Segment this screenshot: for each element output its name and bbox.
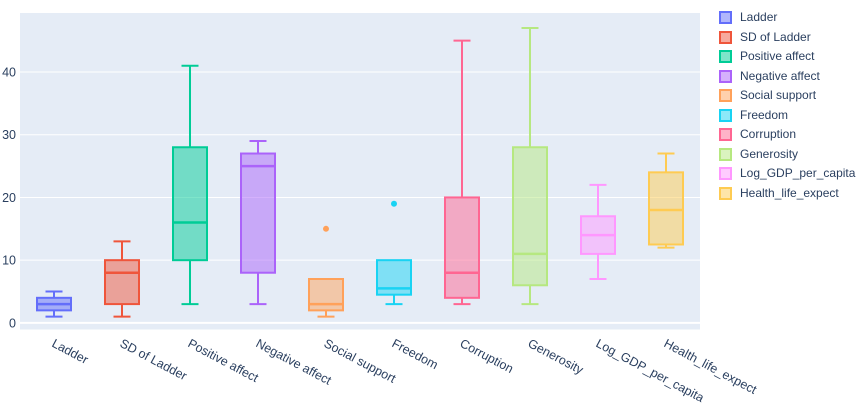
legend-item-ladder[interactable]: Ladder: [719, 11, 855, 24]
outlier-dot: [323, 225, 329, 232]
outlier-dot: [391, 200, 397, 207]
legend-swatch-ladder: [719, 11, 732, 24]
box-rect: [648, 171, 684, 246]
legend-swatch-sd-of-ladder: [719, 30, 732, 44]
y-tick-label-30: 30: [2, 128, 16, 142]
legend-label-sd-of-ladder: SD of Ladder: [740, 29, 811, 44]
legend-swatch-generosity: [719, 147, 732, 161]
box-rect: [104, 259, 140, 306]
box-rect: [308, 277, 344, 312]
legend-item-generosity[interactable]: Generosity: [719, 146, 855, 161]
box-group-social-support: [308, 225, 344, 318]
legend-swatch-positive-affect: [719, 50, 732, 63]
x-tick-label-social-support: Social support: [322, 336, 399, 386]
legend-label-corruption: Corruption: [740, 127, 797, 141]
y-tick-label-0: 0: [9, 316, 16, 330]
y-tick-label-40: 40: [2, 65, 16, 79]
legend-item-health-life-expect[interactable]: Health_life_expect: [719, 185, 855, 200]
box-group-freedom: [376, 200, 412, 306]
legend-swatch-social-support: [719, 89, 732, 102]
legend-label-positive-affect: Positive affect: [740, 49, 815, 63]
legend-label-social-support: Social support: [740, 88, 817, 102]
box-group-log-gdp-per-capita: [580, 183, 616, 280]
legend-swatch-freedom: [719, 108, 732, 122]
legend-item-corruption[interactable]: Corruption: [719, 128, 855, 141]
x-tick-label-negative-affect: Negative affect: [254, 336, 334, 388]
x-tick-label-freedom: Freedom: [390, 336, 441, 372]
legend-item-positive-affect[interactable]: Positive affect: [719, 50, 855, 63]
y-tick-label-20: 20: [2, 191, 16, 205]
box-rect: [172, 146, 208, 262]
box-group-positive-affect: [172, 64, 208, 306]
box-group-health-life-expect: [648, 152, 684, 249]
legend-item-freedom[interactable]: Freedom: [719, 107, 855, 122]
legend-item-negative-affect[interactable]: Negative affect: [719, 68, 855, 83]
legend-label-generosity: Generosity: [740, 146, 799, 161]
legend-label-freedom: Freedom: [740, 107, 789, 122]
legend-label-log-gdp-per-capita: Log_GDP_per_capita: [740, 166, 856, 180]
box-group-generosity: [512, 27, 548, 306]
legend-item-social-support[interactable]: Social support: [719, 89, 855, 102]
legend-swatch-health-life-expect: [719, 186, 732, 200]
legend-item-sd-of-ladder[interactable]: SD of Ladder: [719, 29, 855, 44]
legend-label-ladder: Ladder: [740, 10, 778, 24]
legend-swatch-negative-affect: [719, 69, 732, 83]
x-tick-label-ladder: Ladder: [50, 336, 91, 367]
box-group-negative-affect: [240, 139, 276, 306]
legend: Ladder SD of Ladder Positive affect Negativ…: [719, 11, 855, 206]
box-group-ladder: [36, 290, 72, 318]
legend-label-negative-affect: Negative affect: [740, 68, 820, 83]
box-group-corruption: [444, 39, 480, 306]
x-tick-label-sd-of-ladder: SD of Ladder: [118, 336, 190, 383]
x-tick-label-corruption: Corruption: [458, 336, 516, 376]
x-tick-label-generosity: Generosity: [526, 336, 587, 377]
legend-swatch-corruption: [719, 128, 732, 141]
box-rect: [444, 196, 480, 299]
legend-swatch-log-gdp-per-capita: [719, 167, 732, 180]
y-tick-label-10: 10: [2, 254, 16, 268]
box-rect: [512, 146, 548, 287]
legend-item-log-gdp-per-capita[interactable]: Log_GDP_per_capita: [719, 167, 855, 180]
legend-label-health-life-expect: Health_life_expect: [740, 185, 839, 200]
x-tick-label-positive-affect: Positive affect: [186, 336, 262, 385]
box-rect: [240, 152, 276, 274]
box-group-sd-of-ladder: [104, 240, 140, 318]
